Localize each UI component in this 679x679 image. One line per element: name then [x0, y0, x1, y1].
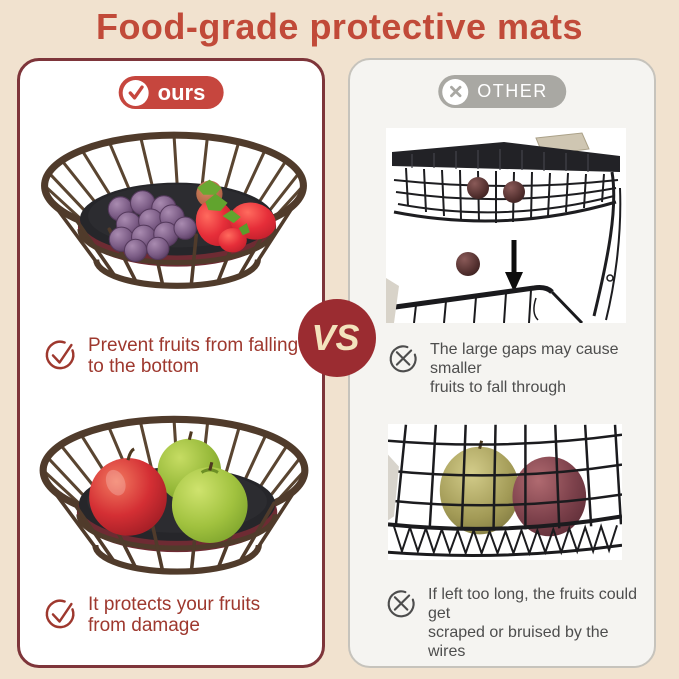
ours-badge: ours [118, 76, 224, 109]
ours-point-1-text: Prevent fruits from falling to the botto… [88, 335, 299, 377]
other-point-2: If left too long, the fruits could get s… [386, 585, 648, 661]
x-circle-icon [386, 587, 418, 624]
falling-plum [456, 252, 480, 276]
grapes [107, 190, 197, 263]
vs-badge: VS [298, 299, 376, 377]
wire-grid [388, 424, 622, 557]
ours-basket-apples-photo [35, 407, 313, 591]
vs-label: VS [311, 317, 360, 358]
page-title: Food-grade protective mats [95, 6, 584, 47]
ours-panel: ours [17, 58, 325, 668]
other-badge-label: OTHER [477, 81, 548, 101]
plums-in-basket [467, 177, 525, 203]
background-object [388, 454, 399, 521]
other-point-1: The large gaps may cause smaller fruits … [388, 340, 648, 397]
background-object [386, 278, 399, 323]
check-circle-icon [44, 596, 78, 635]
ours-badge-label: ours [157, 79, 206, 105]
lower-tier-rim [387, 285, 584, 323]
checkmark-icon [122, 79, 149, 106]
apples [89, 431, 248, 543]
other-wire-gaps-photo [388, 424, 622, 560]
other-point-1-text: The large gaps may cause smaller fruits … [430, 341, 619, 396]
ours-point-2-text: It protects your fruits from damage [88, 594, 261, 636]
ours-point-2: It protects your fruits from damage [44, 594, 314, 636]
strawberries [195, 179, 276, 253]
falling-arrow-icon [505, 240, 523, 292]
other-panel: OTHER [348, 58, 656, 668]
ours-basket-grapes-strawberries-photo [37, 123, 311, 305]
other-point-2-text: If left too long, the fruits could get s… [428, 586, 638, 660]
fruits-behind-wires [439, 440, 587, 537]
top-shelf [392, 132, 620, 172]
ours-point-1: Prevent fruits from falling to the botto… [44, 335, 314, 377]
check-circle-icon [44, 337, 78, 376]
other-rack-falling-fruit-photo [386, 128, 626, 323]
other-badge: OTHER [438, 75, 566, 108]
x-circle-icon [388, 342, 420, 379]
x-mark-icon [442, 78, 469, 105]
